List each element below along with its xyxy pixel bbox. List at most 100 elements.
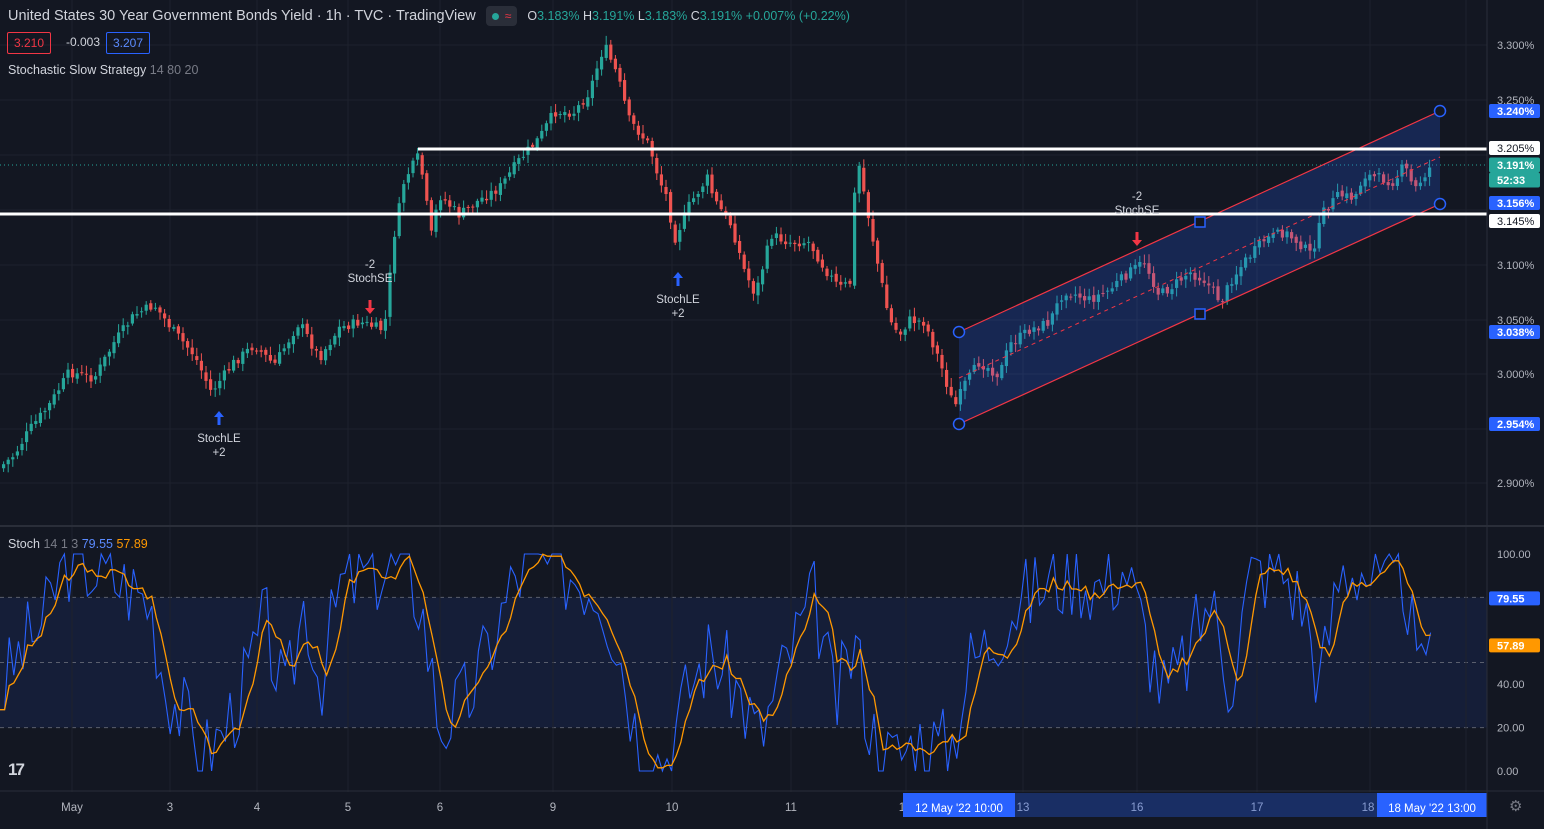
gear-icon[interactable]: ⚙: [1509, 798, 1523, 815]
price-badge-text: 2.954%: [1497, 419, 1535, 431]
candle-body: [287, 342, 291, 349]
candle-body: [664, 186, 668, 195]
stoch-tick: 20.00: [1497, 723, 1525, 735]
candle-body: [577, 105, 581, 113]
stoch-d-value: 57.89: [116, 537, 148, 551]
candle-body: [1211, 286, 1215, 288]
candle-body: [1322, 207, 1326, 224]
candle-body: [1147, 263, 1151, 274]
candle-body: [1349, 192, 1353, 200]
candle-body: [52, 394, 56, 405]
candle-body: [1221, 301, 1225, 303]
candle-body: [1073, 294, 1077, 296]
candle-body: [140, 311, 144, 313]
candle-body: [673, 224, 677, 243]
candle-body: [581, 103, 585, 105]
candle-body: [563, 112, 567, 116]
candle-body: [940, 354, 944, 369]
candle-body: [1129, 267, 1133, 279]
signal-qty: +2: [212, 447, 225, 459]
candle-body: [1193, 272, 1197, 280]
candle-body: [705, 174, 709, 186]
price-tick: 3.000%: [1497, 369, 1535, 381]
time-range-start: 12 May '22 10:00: [915, 803, 1003, 815]
candle-body: [1230, 284, 1234, 286]
candle-body: [604, 44, 608, 58]
price-badge: [1489, 417, 1540, 431]
candle-body: [11, 457, 15, 460]
stoch-badge: [1489, 638, 1540, 653]
sell-button[interactable]: 3.210: [7, 32, 52, 54]
candle-body: [839, 281, 843, 285]
candle-body: [922, 321, 926, 326]
candle-body: [1331, 198, 1335, 210]
candle-body: [687, 201, 691, 214]
candle-body: [788, 242, 792, 244]
market-status[interactable]: ≈: [485, 6, 518, 26]
candle-body: [218, 380, 222, 389]
candle-body: [1175, 279, 1179, 288]
candle-body: [544, 123, 548, 131]
buy-button[interactable]: 3.207: [106, 32, 151, 54]
candle-body: [531, 144, 535, 147]
strategy-legend[interactable]: Stochastic Slow Strategy 14 80 20: [8, 63, 199, 77]
time-label: 4: [254, 802, 261, 814]
candle-body: [1165, 286, 1169, 294]
time-label: 11: [785, 802, 797, 814]
candle-body: [945, 369, 949, 387]
price-badge: [1489, 214, 1540, 228]
candle-body: [1294, 236, 1298, 243]
candle-body: [282, 348, 286, 352]
candle-body: [779, 234, 783, 242]
candle-body: [1027, 329, 1031, 334]
candle-body: [498, 183, 502, 195]
candle-body: [770, 238, 774, 246]
price-axis: 3.300%3.250%3.100%3.050%3.000%2.900%3.24…: [1486, 0, 1540, 527]
tradingview-logo-icon[interactable]: 17: [8, 760, 25, 779]
candle-body: [29, 423, 33, 432]
candle-body: [1285, 231, 1289, 238]
candle-body: [866, 192, 870, 219]
stoch-legend[interactable]: Stoch 14 1 3 79.55 57.89: [8, 537, 148, 551]
candle-body: [379, 320, 383, 331]
candle-body: [255, 350, 259, 352]
candle-body: [439, 200, 443, 211]
candle-body: [1184, 275, 1188, 280]
candle-body: [1161, 288, 1165, 294]
symbol-title[interactable]: United States 30 Year Government Bonds Y…: [8, 8, 476, 24]
candle-body: [834, 273, 838, 282]
price-tick: 3.050%: [1497, 315, 1535, 327]
candle-body: [1382, 174, 1386, 183]
price-chart[interactable]: StochLE +2 -2 StochSE StochLE +2 -2 StochSE 3.30…: [0, 0, 1544, 527]
signal-stochle: StochLE +2: [656, 272, 700, 320]
candle-body: [222, 370, 226, 381]
price-tick: 3.300%: [1497, 40, 1535, 52]
candle-body: [374, 322, 378, 327]
candle-body: [885, 284, 889, 309]
candle-body: [1216, 286, 1220, 301]
candle-body: [1271, 232, 1275, 238]
candle-body: [57, 390, 61, 394]
candle-body: [163, 313, 167, 319]
candle-body: [1060, 300, 1064, 302]
candle-body: [75, 373, 79, 379]
candle-body: [1115, 280, 1119, 288]
candle-body: [1336, 192, 1340, 198]
candle-body: [268, 355, 272, 361]
candle-body: [1405, 163, 1409, 169]
candle-body: [434, 209, 438, 232]
candle-body: [774, 233, 778, 239]
candle-body: [567, 113, 571, 117]
candle-body: [1234, 274, 1238, 285]
candle-body: [1248, 257, 1252, 259]
candle-body: [908, 316, 912, 329]
candle-body: [733, 223, 737, 243]
candle-body: [333, 335, 337, 345]
candle-body: [968, 372, 972, 380]
candle-body: [342, 326, 346, 329]
candle-body: [1064, 295, 1068, 301]
candle-body: [830, 275, 834, 277]
candle-body: [636, 125, 640, 135]
candle-body: [977, 363, 981, 367]
